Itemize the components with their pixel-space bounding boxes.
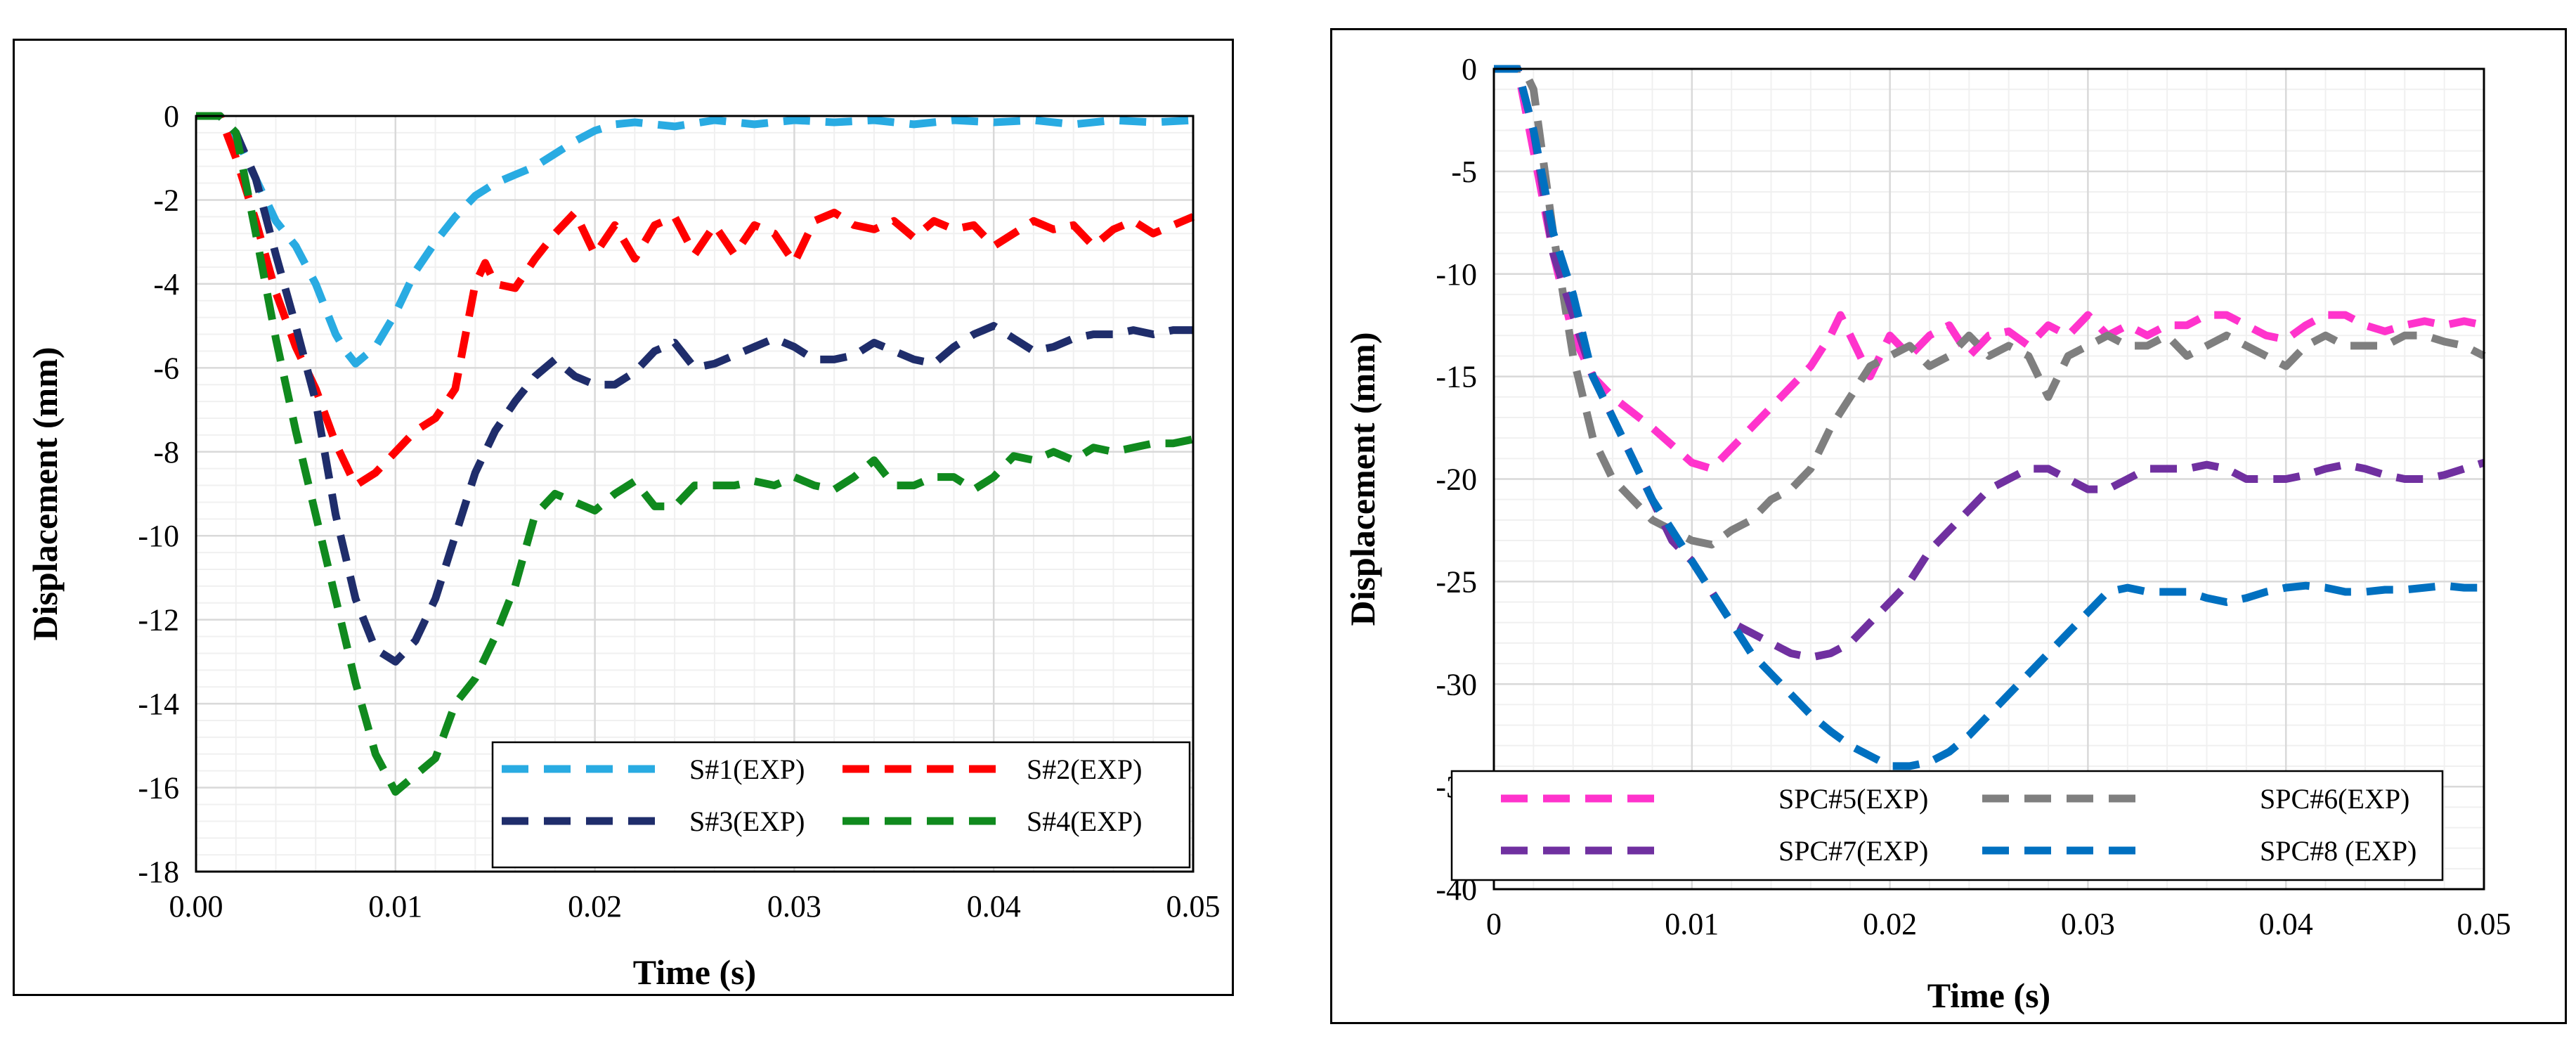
series-lines — [1494, 65, 2486, 770]
x-tick-label: 0.02 — [568, 889, 622, 924]
legend-label-s-2-exp: S#2(EXP) — [1027, 754, 1142, 785]
legend: SPC#5(EXP) SPC#6(EXP) SPC#7(EXP) SPC#8 (EXP… — [1450, 770, 2444, 881]
tick-labels: 0 0.01 0.02 0.03 0.04 0.050-5-10-15-20-25-30-… — [1436, 52, 2511, 941]
y-tick-label: -18 — [138, 855, 179, 889]
displacement-chart-spc-series: 0 0.01 0.02 0.03 0.04 0.050-5-10-15-20-25-30-… — [1343, 52, 2511, 1015]
plot-area-border — [195, 115, 1195, 873]
x-tick-label: 0.05 — [1166, 889, 1221, 924]
legend-box — [491, 741, 1191, 869]
x-tick-label: 0.05 — [2457, 907, 2511, 941]
y-tick-label: -5 — [1451, 155, 1477, 189]
x-tick-label: 0.02 — [1863, 907, 1917, 941]
x-axis-title: Time (s) — [633, 952, 756, 992]
legend-label-spc-8-exp: SPC#8 (EXP) — [2260, 835, 2416, 867]
y-tick-label: -8 — [153, 435, 179, 470]
plot-area-border — [1492, 67, 2485, 891]
x-tick-label: 0.04 — [967, 889, 1021, 924]
y-axis-title: Displacement (mm) — [25, 347, 65, 641]
tick-labels: 0.00 0.01 0.02 0.03 0.04 0.05 0 -2 -4 -6 -8 -10 -12 -… — [138, 99, 1220, 924]
y-tick-label: -14 — [138, 687, 179, 721]
y-tick-label: -4 — [153, 267, 179, 302]
x-tick-label: 0.01 — [368, 889, 422, 924]
chart-panel-left: 0.00 0.01 0.02 0.03 0.04 0.05 0 -2 -4 -6 -8 -10 -12 -… — [13, 39, 1234, 996]
y-tick-label: -20 — [1436, 463, 1477, 497]
y-tick-label: 0 — [164, 99, 179, 134]
y-tick-label: -25 — [1436, 564, 1477, 599]
y-tick-label: -10 — [1436, 257, 1477, 292]
series-line-s-1-exp — [196, 112, 1194, 368]
series-line-s-4-exp — [196, 112, 1195, 796]
y-tick-label: -10 — [138, 519, 179, 553]
series-lines — [196, 112, 1195, 796]
series-line-spc-5-exp — [1494, 65, 2485, 473]
legend: S#1(EXP) S#2(EXP) S#3(EXP) S#4(EXP) — [491, 741, 1191, 869]
legend-label-s-4-exp: S#4(EXP) — [1027, 806, 1142, 837]
x-tick-label: 0 — [1486, 907, 1502, 941]
y-tick-label: -30 — [1436, 667, 1477, 701]
x-tick-label: 0.01 — [1665, 907, 1719, 941]
y-tick-label: 0 — [1462, 52, 1477, 86]
y-axis-title: Displacement (mm) — [1343, 332, 1382, 626]
y-tick-label: -6 — [153, 351, 179, 385]
legend-label-s-1-exp: S#1(EXP) — [689, 754, 805, 785]
y-tick-label: -16 — [138, 771, 179, 806]
x-tick-label: 0.03 — [767, 889, 821, 924]
legend-label-spc-6-exp: SPC#6(EXP) — [2260, 783, 2409, 815]
x-tick-label: 0.00 — [169, 889, 223, 924]
x-axis-title: Time (s) — [1927, 976, 2050, 1015]
legend-label-spc-7-exp: SPC#7(EXP) — [1778, 835, 1928, 867]
chart-panel-right: 0 0.01 0.02 0.03 0.04 0.05 0 -5 -10 -15 -20 -25 -30-… — [1330, 28, 2567, 1024]
y-tick-label: -12 — [138, 603, 179, 638]
y-tick-label: -15 — [1436, 360, 1477, 394]
series-line-s-3-exp — [196, 112, 1193, 666]
legend-label-s-3-exp: S#3(EXP) — [689, 806, 805, 837]
displacement-chart-s-series: 0.00 0.01 0.02 0.03 0.04 0.05 0 -2 -4 -6 -8 -10 -12 -… — [25, 99, 1221, 992]
series-line-spc-8-exp — [1494, 65, 2484, 770]
x-tick-label: 0.04 — [2259, 907, 2313, 941]
series-line-spc-7-exp — [1494, 65, 2485, 661]
series-line-spc-6-exp — [1494, 65, 2486, 549]
series-line-s-2-exp — [196, 112, 1195, 490]
legend-box — [1450, 770, 2444, 881]
y-tick-label: -2 — [153, 183, 179, 217]
legend-label-spc-5-exp: SPC#5(EXP) — [1778, 783, 1928, 815]
x-tick-label: 0.03 — [2061, 907, 2115, 941]
